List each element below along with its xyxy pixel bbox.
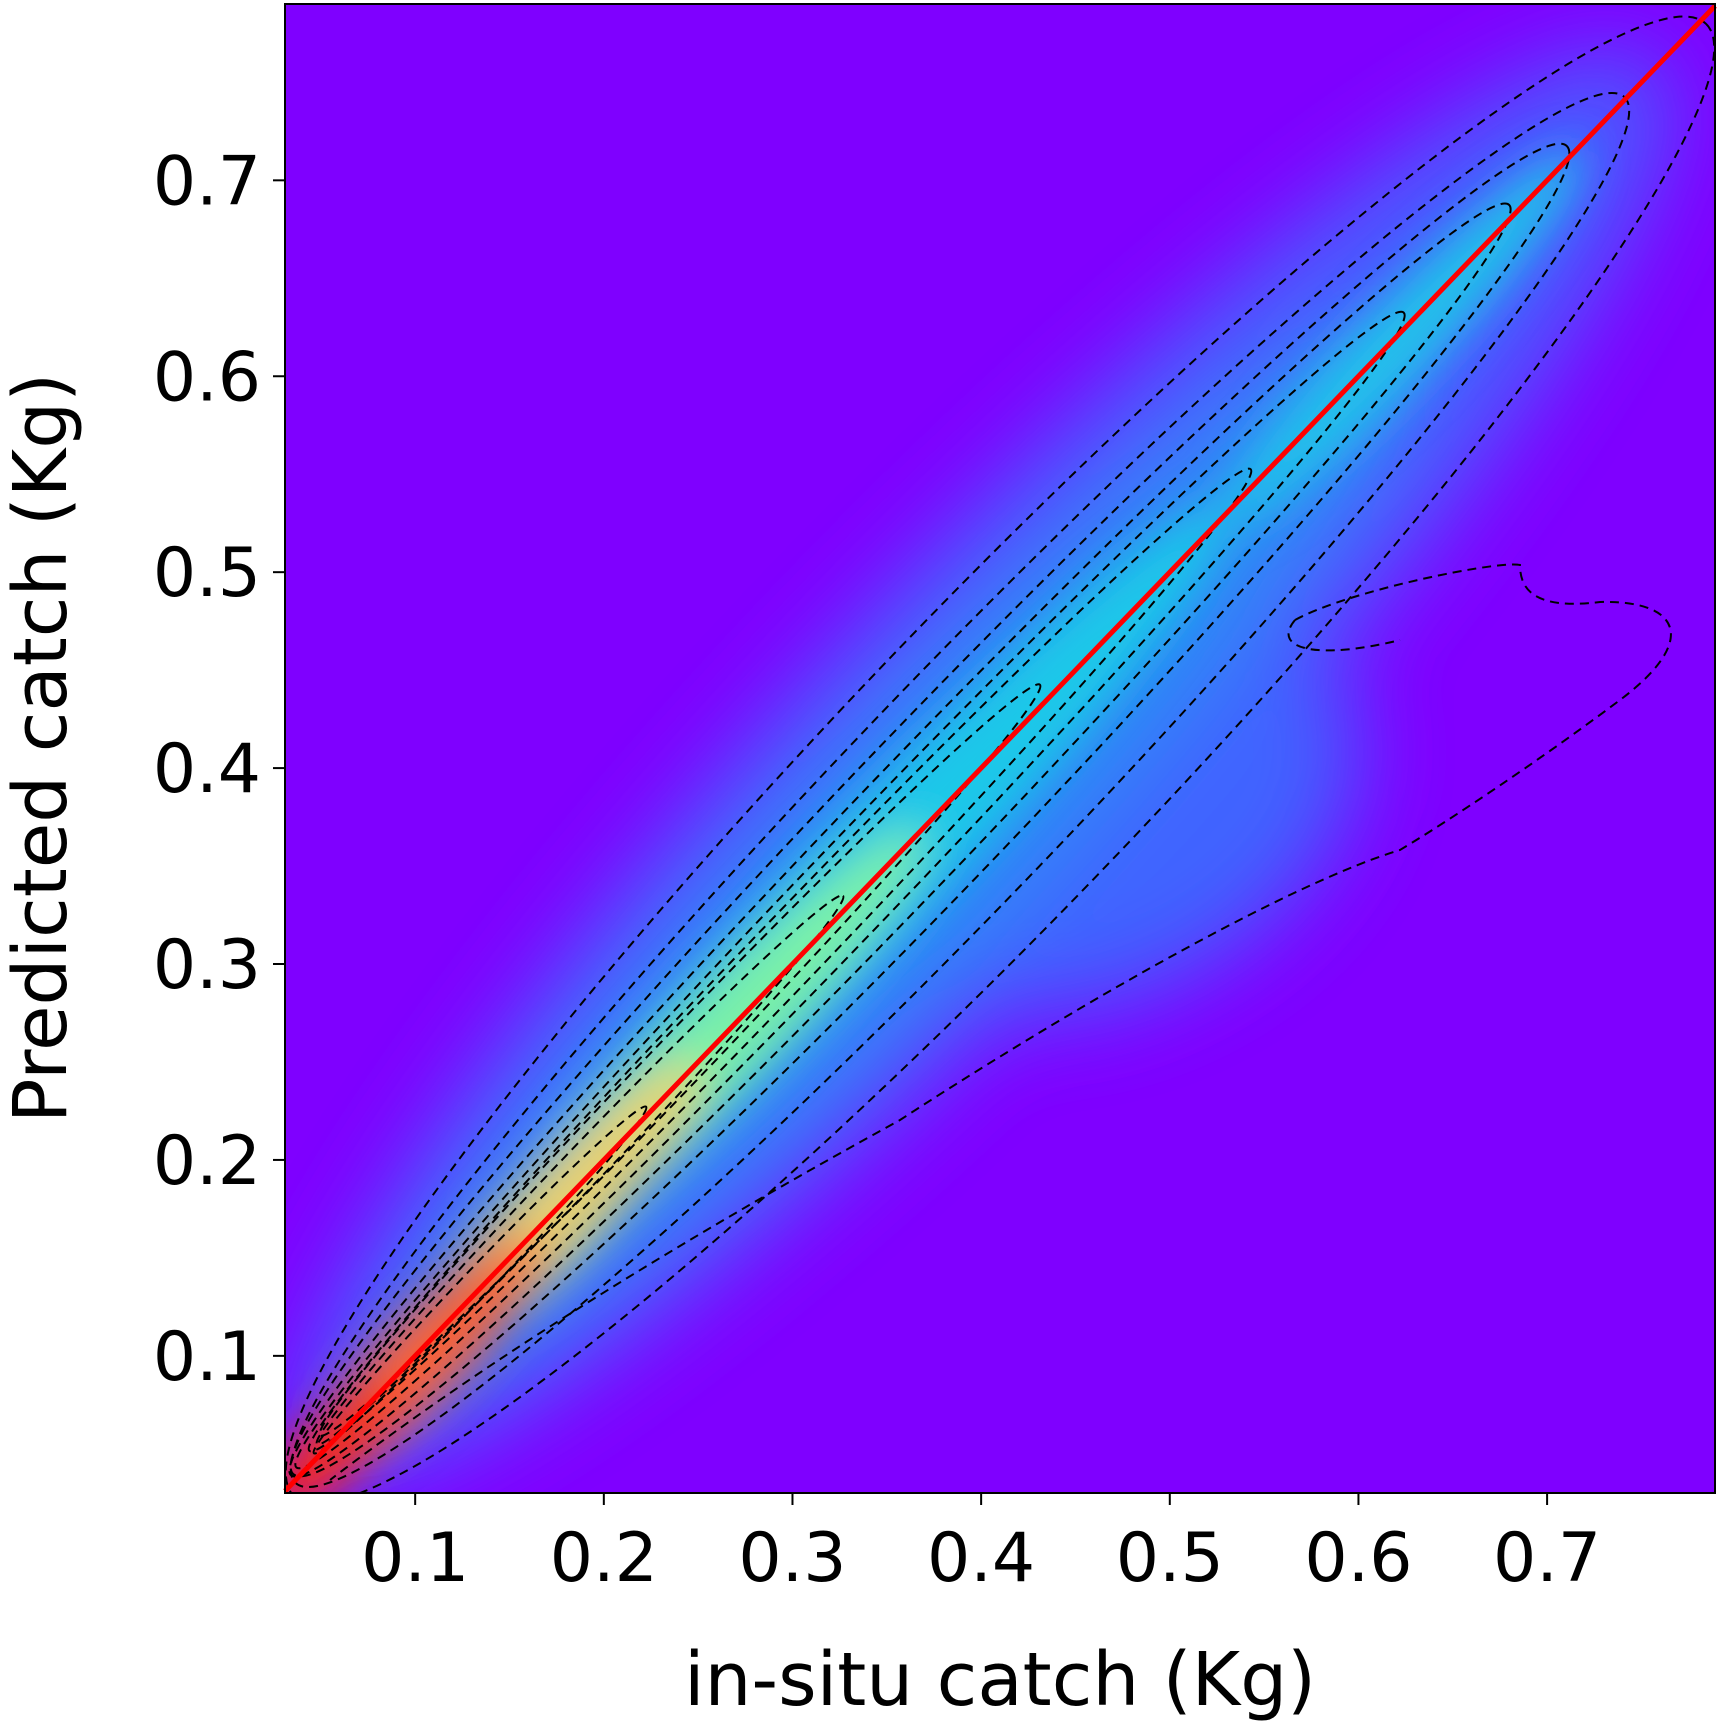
x-axis-label: in-situ catch (Kg) (684, 1637, 1316, 1722)
y-tick-label: 0.1 (153, 1318, 261, 1397)
x-tick-label: 0.4 (927, 1519, 1035, 1598)
plot-frame (284, 3, 1716, 1494)
x-tick-label: 0.1 (361, 1519, 469, 1598)
one-to-one-line (283, 4, 1717, 1493)
x-tick-label: 0.7 (1493, 1519, 1601, 1598)
y-tick-label: 0.6 (153, 338, 261, 417)
y-tick-label: 0.2 (153, 1122, 261, 1201)
y-tick-label: 0.7 (153, 142, 261, 221)
x-tick-label: 0.3 (738, 1519, 846, 1598)
x-tick-label: 0.2 (550, 1519, 658, 1598)
y-tick-label: 0.4 (153, 730, 261, 809)
y-axis-label: Predicted catch (Kg) (0, 373, 84, 1123)
y-tick-label: 0.3 (153, 926, 261, 1005)
x-tick-label: 0.5 (1116, 1519, 1224, 1598)
x-tick-label: 0.6 (1304, 1519, 1412, 1598)
y-tick-label: 0.5 (153, 534, 261, 613)
